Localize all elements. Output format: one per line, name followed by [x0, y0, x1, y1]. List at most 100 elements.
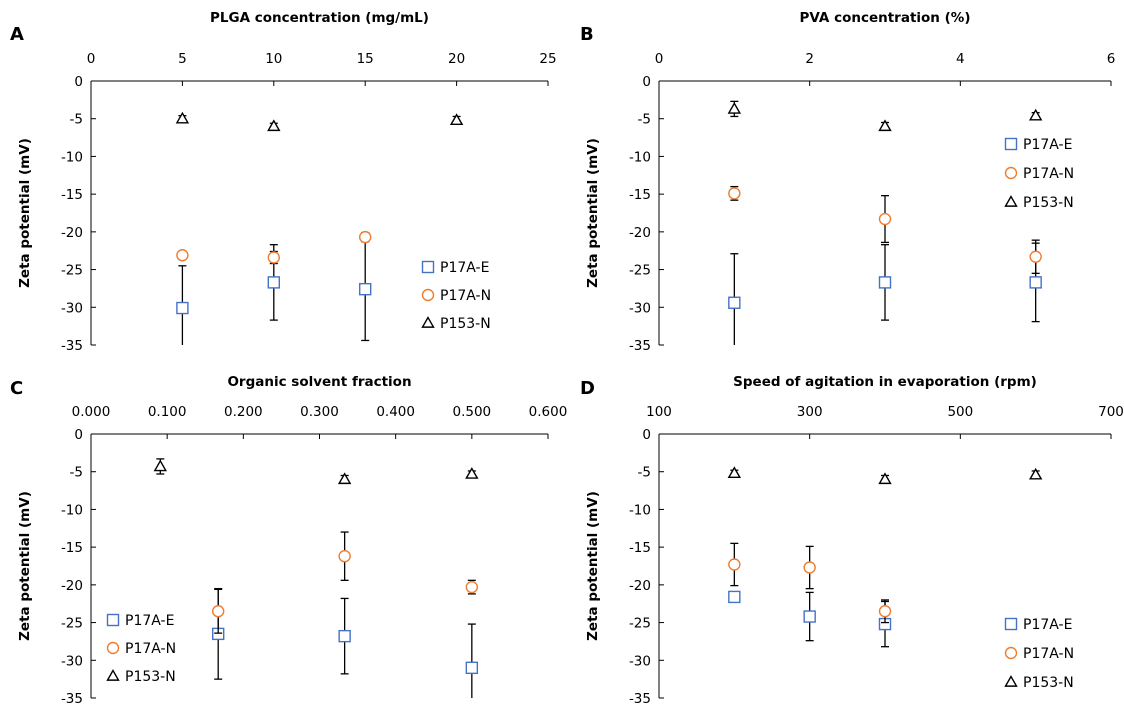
data-point	[727, 466, 742, 479]
legend-marker	[106, 613, 120, 627]
y-tick-label: -35	[629, 338, 651, 354]
x-tick-label: 0.100	[148, 404, 187, 420]
x-tick-label: 0.600	[529, 404, 568, 420]
y-tick-label: -10	[629, 502, 651, 518]
data-point	[153, 459, 168, 472]
data-point	[359, 230, 372, 244]
y-tick-label: -20	[61, 225, 83, 241]
x-tick-label: 4	[956, 51, 965, 67]
data-point	[728, 296, 741, 309]
panel-b: B PVA concentration (%) Zeta potential (mV…	[580, 10, 1115, 354]
data-point	[449, 113, 464, 126]
x-tick-label: 0	[655, 51, 664, 67]
x-axis-title: PVA concentration (%)	[800, 10, 971, 26]
y-tick-label: -35	[61, 338, 83, 354]
y-tick-label: -20	[61, 578, 83, 594]
y-tick-label: -5	[70, 112, 83, 128]
series-p153-n	[727, 466, 1043, 485]
data-point	[728, 558, 741, 571]
y-tick-label: -25	[61, 616, 83, 632]
series-p17a-e	[176, 237, 372, 345]
data-point	[267, 251, 280, 264]
y-tick-label: -35	[629, 691, 651, 706]
series-p153-n	[727, 100, 1043, 132]
legend-label: P153-N	[1023, 675, 1074, 691]
y-axis-title: Zeta potential (mV)	[585, 491, 601, 641]
legend-label: P17A-E	[1023, 617, 1072, 633]
y-tick-label: -25	[629, 616, 651, 632]
y-tick-label: 0	[642, 427, 651, 443]
y-tick-label: -10	[629, 149, 651, 165]
y-tick-label: -5	[638, 112, 651, 128]
data-point	[465, 467, 479, 479]
y-tick-label: 0	[74, 74, 83, 90]
y-tick-label: -5	[70, 465, 83, 481]
y-tick-label: -35	[61, 691, 83, 706]
series-p17a-e	[728, 242, 1042, 345]
y-tick-label: 0	[74, 427, 83, 443]
panel-d: D Speed of agitation in evaporation (rpm)…	[580, 374, 1124, 706]
data-point	[728, 590, 741, 604]
plot-area	[727, 100, 1043, 345]
data-point	[267, 276, 280, 289]
data-point	[878, 212, 892, 226]
series-p17a-n	[728, 542, 892, 624]
legend-marker	[1004, 137, 1018, 151]
x-tick-label: 20	[448, 51, 465, 67]
legend-label: P17A-N	[1023, 166, 1074, 182]
data-point	[1029, 276, 1042, 289]
x-tick-label: 2	[805, 51, 814, 67]
data-point	[803, 610, 816, 623]
data-point	[338, 549, 351, 563]
x-tick-label: 700	[1098, 404, 1124, 420]
panel-c: C Organic solvent fraction Zeta potential …	[10, 374, 567, 706]
legend: P17A-E P17A-N P153-N	[1004, 617, 1074, 691]
y-tick-label: -30	[629, 300, 651, 316]
y-tick-label: -20	[629, 225, 651, 241]
series-p153-n	[175, 111, 464, 132]
legend: P17A-E P17A-N P153-N	[106, 613, 176, 685]
data-point	[1028, 467, 1043, 480]
legend: P17A-E P17A-N P153-N	[1004, 137, 1074, 211]
data-point	[465, 661, 479, 675]
y-tick-label: -30	[629, 653, 651, 669]
x-axis-title: Organic solvent fraction	[227, 374, 411, 390]
y-axis-title: Zeta potential (mV)	[585, 138, 601, 288]
x-tick-label: 0.200	[224, 404, 263, 420]
x-tick-label: 0.400	[376, 404, 415, 420]
data-point	[176, 301, 189, 315]
x-tick-label: 6	[1107, 51, 1116, 67]
legend-marker	[1004, 195, 1018, 207]
y-tick-label: -10	[61, 149, 83, 165]
data-point	[1029, 250, 1042, 263]
y-tick-label: -15	[629, 187, 651, 203]
series-p17a-n	[728, 185, 1042, 274]
y-tick-label: -15	[61, 187, 83, 203]
x-axis-title: PLGA concentration (mg/mL)	[210, 10, 429, 26]
legend-label: P17A-N	[440, 288, 491, 304]
data-point	[727, 101, 742, 114]
x-tick-label: 0	[87, 51, 96, 67]
series-p17a-n	[176, 230, 372, 265]
y-tick-label: -15	[629, 540, 651, 556]
legend-marker	[421, 316, 435, 328]
x-tick-label: 500	[947, 404, 973, 420]
data-point	[803, 561, 816, 574]
y-tick-label: -30	[61, 300, 83, 316]
legend-label: P17A-E	[440, 260, 489, 276]
panel-letter: C	[10, 378, 23, 399]
data-point	[211, 605, 225, 618]
legend: P17A-E P17A-N P153-N	[421, 260, 491, 332]
legend-marker	[1004, 166, 1018, 180]
legend-marker	[421, 288, 435, 302]
x-tick-label: 15	[357, 51, 374, 67]
plot-area	[153, 458, 479, 698]
series-p153-n	[153, 458, 479, 485]
legend-marker	[1004, 675, 1018, 687]
data-point	[878, 119, 892, 132]
series-p17a-n	[211, 531, 479, 634]
data-point	[878, 605, 892, 618]
legend-marker	[1004, 646, 1018, 660]
data-point	[1028, 108, 1043, 121]
